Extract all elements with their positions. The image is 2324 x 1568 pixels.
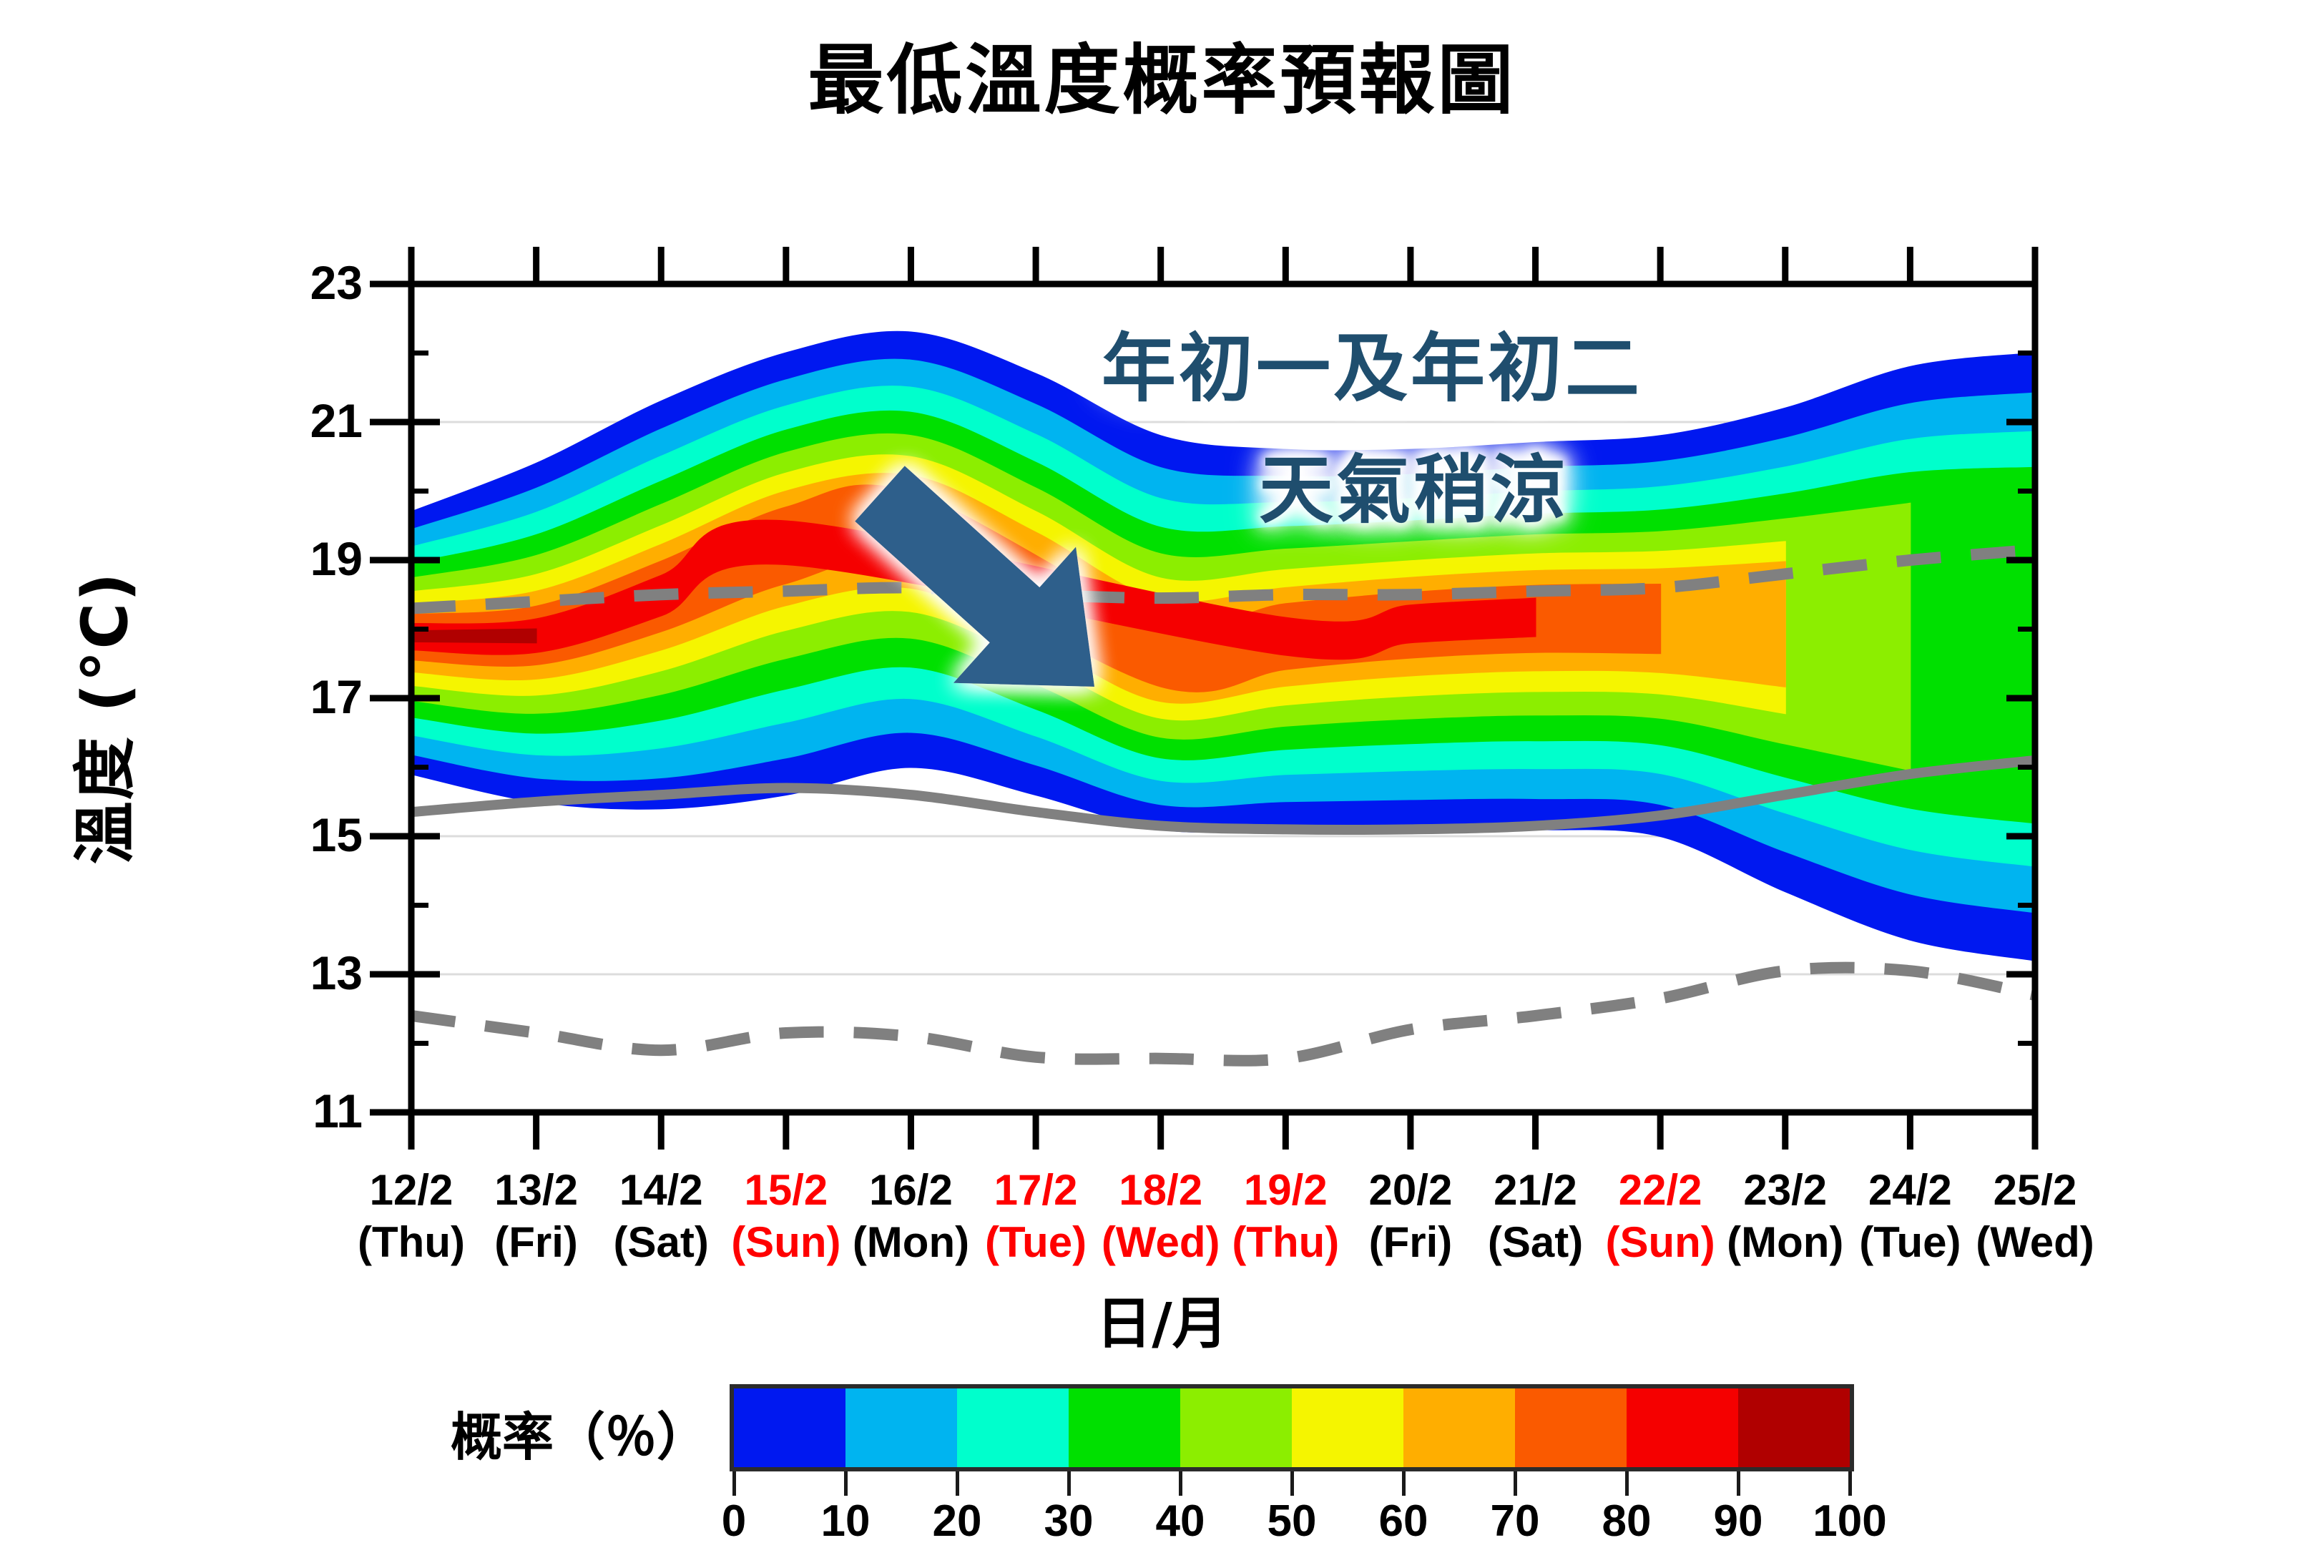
colorbar-tick: [1848, 1471, 1852, 1496]
colorbar-tick: [1179, 1471, 1182, 1496]
x-tick-date: 18/2: [1119, 1166, 1203, 1214]
x-tick-label-group: 21/2 (Sat): [1450, 1164, 1622, 1268]
colorbar-segment: [957, 1388, 1069, 1467]
x-tick-weekday: (Fri): [1368, 1218, 1453, 1267]
x-tick-weekday: (Wed): [1976, 1218, 2094, 1267]
x-tick-weekday: (Mon): [1727, 1218, 1844, 1267]
colorbar-swatches: [730, 1384, 1854, 1471]
x-tick-weekday: (Thu): [1232, 1218, 1340, 1267]
y-tick-label: 15: [310, 808, 363, 861]
x-tick-weekday: (Sun): [1605, 1218, 1715, 1267]
probability-contour-bands: [411, 330, 2035, 961]
x-tick-date: 25/2: [1993, 1166, 2077, 1214]
x-tick-date: 12/2: [369, 1166, 453, 1214]
x-tick-label-group: 23/2 (Mon): [1700, 1164, 1871, 1268]
x-tick-date: 21/2: [1494, 1166, 1577, 1214]
forecast-plume-plot: [370, 247, 2039, 1150]
colorbar-tick-label: 60: [1378, 1496, 1428, 1546]
colorbar-tick-label: 50: [1267, 1496, 1317, 1546]
colorbar-segment: [845, 1388, 957, 1467]
colorbar-tick-label: 80: [1602, 1496, 1652, 1546]
x-tick-weekday: (Tue): [984, 1218, 1087, 1267]
x-tick-label-group: 20/2 (Fri): [1325, 1164, 1496, 1268]
x-axis-label: 日/月: [1096, 1292, 1228, 1356]
colorbar-tick-label: 0: [721, 1496, 747, 1546]
chart-title: 最低溫度概率預報圖: [808, 36, 1516, 124]
colorbar-label: 概率（％）: [450, 1407, 708, 1467]
x-tick-label-group: 19/2 (Thu): [1200, 1164, 1371, 1268]
colorbar-segment: [1515, 1388, 1627, 1467]
colorbar-tick: [1290, 1471, 1294, 1496]
colorbar-tick-label: 90: [1713, 1496, 1763, 1546]
colorbar-segment: [1738, 1388, 1850, 1467]
colorbar-segment: [1403, 1388, 1515, 1467]
y-tick-label: 13: [310, 946, 363, 999]
colorbar-tick: [732, 1471, 736, 1496]
colorbar-segment: [1627, 1388, 1738, 1467]
colorbar-segment: [1069, 1388, 1180, 1467]
colorbar-tick: [844, 1471, 848, 1496]
y-tick-label: 11: [313, 1084, 363, 1137]
x-tick-date: 15/2: [744, 1166, 828, 1214]
x-tick-date: 24/2: [1868, 1166, 1952, 1214]
colorbar-tick-label: 100: [1813, 1496, 1887, 1546]
colorbar-tick-label: 20: [932, 1496, 982, 1546]
annotation-line-1: 年初一及年初二: [1102, 325, 1643, 412]
colorbar-segment: [734, 1388, 845, 1467]
colorbar-tick-labels: 0 10 20 30 40 50 60 70 80 90 100: [722, 1496, 1887, 1553]
colorbar-tick-label: 40: [1155, 1496, 1205, 1546]
colorbar-tick: [1402, 1471, 1406, 1496]
colorbar-tick: [1514, 1471, 1517, 1496]
y-tick-label: 23: [310, 256, 363, 309]
colorbar: 0 10 20 30 40 50 60 70 80 90 100: [722, 1384, 1887, 1553]
x-tick-label-group: 25/2 (Wed): [1949, 1164, 2121, 1268]
x-tick-date: 14/2: [619, 1166, 703, 1214]
colorbar-segment: [1180, 1388, 1292, 1467]
colorbar-tick-label: 30: [1044, 1496, 1094, 1546]
colorbar-tickmarks: [730, 1471, 1854, 1496]
x-tick-date: 22/2: [1618, 1166, 1702, 1214]
x-tick-label-group: 24/2 (Tue): [1824, 1164, 1996, 1268]
x-tick-label-group: 14/2 (Sat): [575, 1164, 747, 1268]
x-tick-weekday: (Wed): [1101, 1218, 1220, 1267]
x-tick-date: 20/2: [1368, 1166, 1453, 1214]
x-tick-weekday: (Tue): [1859, 1218, 1961, 1267]
x-tick-date: 19/2: [1243, 1166, 1328, 1214]
x-tick-date: 13/2: [494, 1166, 578, 1214]
x-tick-label-group: 17/2 (Tue): [950, 1164, 1122, 1268]
y-tick-label: 19: [310, 532, 363, 585]
reference-lines: [411, 544, 2035, 1067]
x-tick-label-group: 13/2 (Fri): [451, 1164, 622, 1268]
x-tick-label-group: 16/2 (Mon): [825, 1164, 996, 1268]
colorbar-tick-label: 70: [1490, 1496, 1540, 1546]
x-tick-weekday: (Mon): [852, 1218, 970, 1267]
y-tick-label: 17: [310, 670, 363, 723]
x-tick-weekday: (Sat): [613, 1218, 709, 1267]
colorbar-tick: [956, 1471, 959, 1496]
annotation-line-2: 天氣稍涼: [1259, 446, 1569, 534]
x-tick-weekday: (Fri): [494, 1218, 578, 1267]
x-tick-label-group: 18/2 (Wed): [1075, 1164, 1247, 1268]
x-tick-weekday: (Thu): [358, 1218, 465, 1267]
x-tick-label-group: 22/2 (Sun): [1574, 1164, 1746, 1268]
x-tick-label-group: 15/2 (Sun): [700, 1164, 872, 1268]
x-tick-label-group: 12/2 (Thu): [325, 1164, 497, 1268]
y-tick-label: 21: [310, 394, 363, 447]
colorbar-tick: [1737, 1471, 1740, 1496]
x-tick-date: 23/2: [1743, 1166, 1828, 1214]
x-tick-weekday: (Sat): [1487, 1218, 1584, 1267]
x-tick-weekday: (Sun): [731, 1218, 841, 1267]
x-tick-date: 16/2: [869, 1166, 953, 1214]
x-tick-date: 17/2: [994, 1166, 1078, 1214]
colorbar-segment: [1292, 1388, 1403, 1467]
colorbar-tick-label: 10: [820, 1496, 871, 1546]
annotation-arrow: [855, 466, 1094, 687]
axis-frame: [370, 247, 2039, 1150]
colorbar-tick: [1625, 1471, 1629, 1496]
colorbar-tick: [1067, 1471, 1071, 1496]
